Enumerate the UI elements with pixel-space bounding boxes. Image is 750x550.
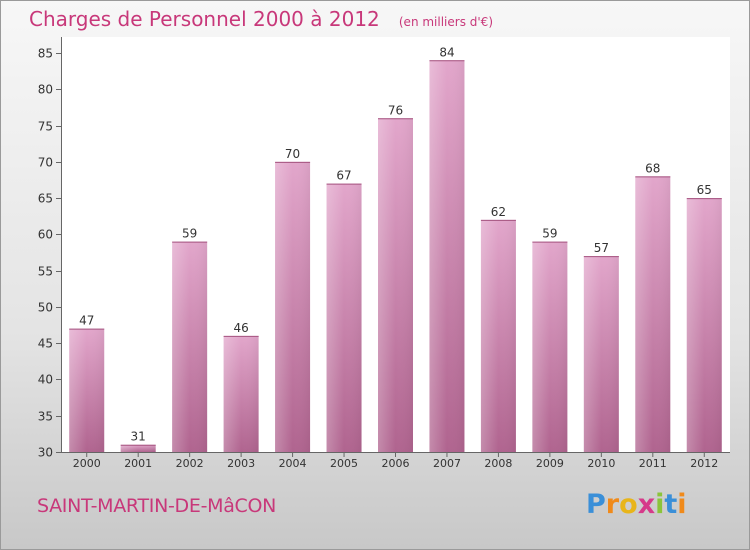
y-tick-label: 60	[38, 228, 53, 242]
chart-title: Charges de Personnel 2000 à 2012	[29, 7, 380, 31]
x-tick-label: 2011	[639, 457, 667, 470]
bar-shade-2003	[223, 335, 259, 452]
y-tick-label: 35	[38, 410, 53, 424]
bar-shade-2004	[275, 161, 311, 452]
bar-shade-2007	[429, 60, 465, 452]
x-tick-label: 2002	[176, 457, 204, 470]
bar-shade-2001	[120, 444, 156, 452]
y-tick-label: 30	[38, 446, 53, 460]
bar-shade-2005	[326, 183, 362, 452]
bar-value-label: 59	[542, 227, 557, 241]
x-tick-label: 2001	[124, 457, 152, 470]
bar-shade-2012	[686, 198, 722, 452]
x-tick-label: 2000	[73, 457, 101, 470]
bar-value-label: 67	[336, 169, 351, 183]
bar-value-label: 70	[285, 147, 300, 161]
bar-value-label: 31	[131, 430, 146, 444]
y-tick-label: 85	[38, 47, 53, 61]
y-tick-label: 80	[38, 83, 53, 97]
bar-value-label: 76	[388, 103, 403, 117]
bar-shade-2002	[172, 241, 208, 452]
logo-letter: x	[637, 489, 656, 520]
bar-shade-2000	[69, 328, 105, 452]
bar-shade-2010	[583, 256, 619, 452]
x-tick-label: 2004	[279, 457, 307, 470]
bar-shade-2011	[635, 176, 671, 452]
x-tick-label: 2005	[330, 457, 358, 470]
logo-letter: i	[677, 489, 687, 520]
x-tick-label: 2006	[382, 457, 410, 470]
chart-subtitle: (en milliers d'€)	[398, 15, 493, 29]
logo-letter: o	[619, 489, 638, 520]
x-tick-label: 2010	[587, 457, 615, 470]
logo-letter: P	[586, 489, 606, 520]
commune-name: SAINT-MARTIN-DE-MâCON	[37, 495, 277, 517]
x-tick-label: 2003	[227, 457, 255, 470]
bar-value-label: 47	[79, 314, 94, 328]
bar-value-label: 57	[594, 241, 609, 255]
x-tick-label: 2008	[484, 457, 512, 470]
y-tick-label: 40	[38, 373, 53, 387]
y-tick-label: 50	[38, 301, 53, 315]
bar-value-label: 46	[233, 321, 248, 335]
bar-value-label: 65	[697, 183, 712, 197]
y-tick-label: 75	[38, 120, 53, 134]
x-tick-label: 2009	[536, 457, 564, 470]
logo-letter: t	[664, 489, 678, 520]
bar-shade-2009	[532, 241, 568, 452]
y-tick-label: 45	[38, 337, 53, 351]
bar-value-label: 59	[182, 227, 197, 241]
bar-value-label: 68	[645, 161, 660, 175]
y-tick-label: 55	[38, 265, 53, 279]
bar-shade-2006	[378, 118, 413, 453]
x-tick-label: 2012	[690, 457, 718, 470]
bar-value-label: 84	[439, 45, 454, 59]
proxiti-logo[interactable]: Proxiti	[586, 489, 687, 520]
title-row: Charges de Personnel 2000 à 2012 (en mil…	[29, 7, 493, 31]
y-tick-label: 70	[38, 156, 53, 170]
bar-value-label: 62	[491, 205, 506, 219]
logo-letter: i	[655, 489, 665, 520]
logo-letter: r	[605, 489, 620, 520]
y-tick-label: 65	[38, 192, 53, 206]
bar-shade-2008	[480, 219, 516, 452]
x-tick-label: 2007	[433, 457, 461, 470]
